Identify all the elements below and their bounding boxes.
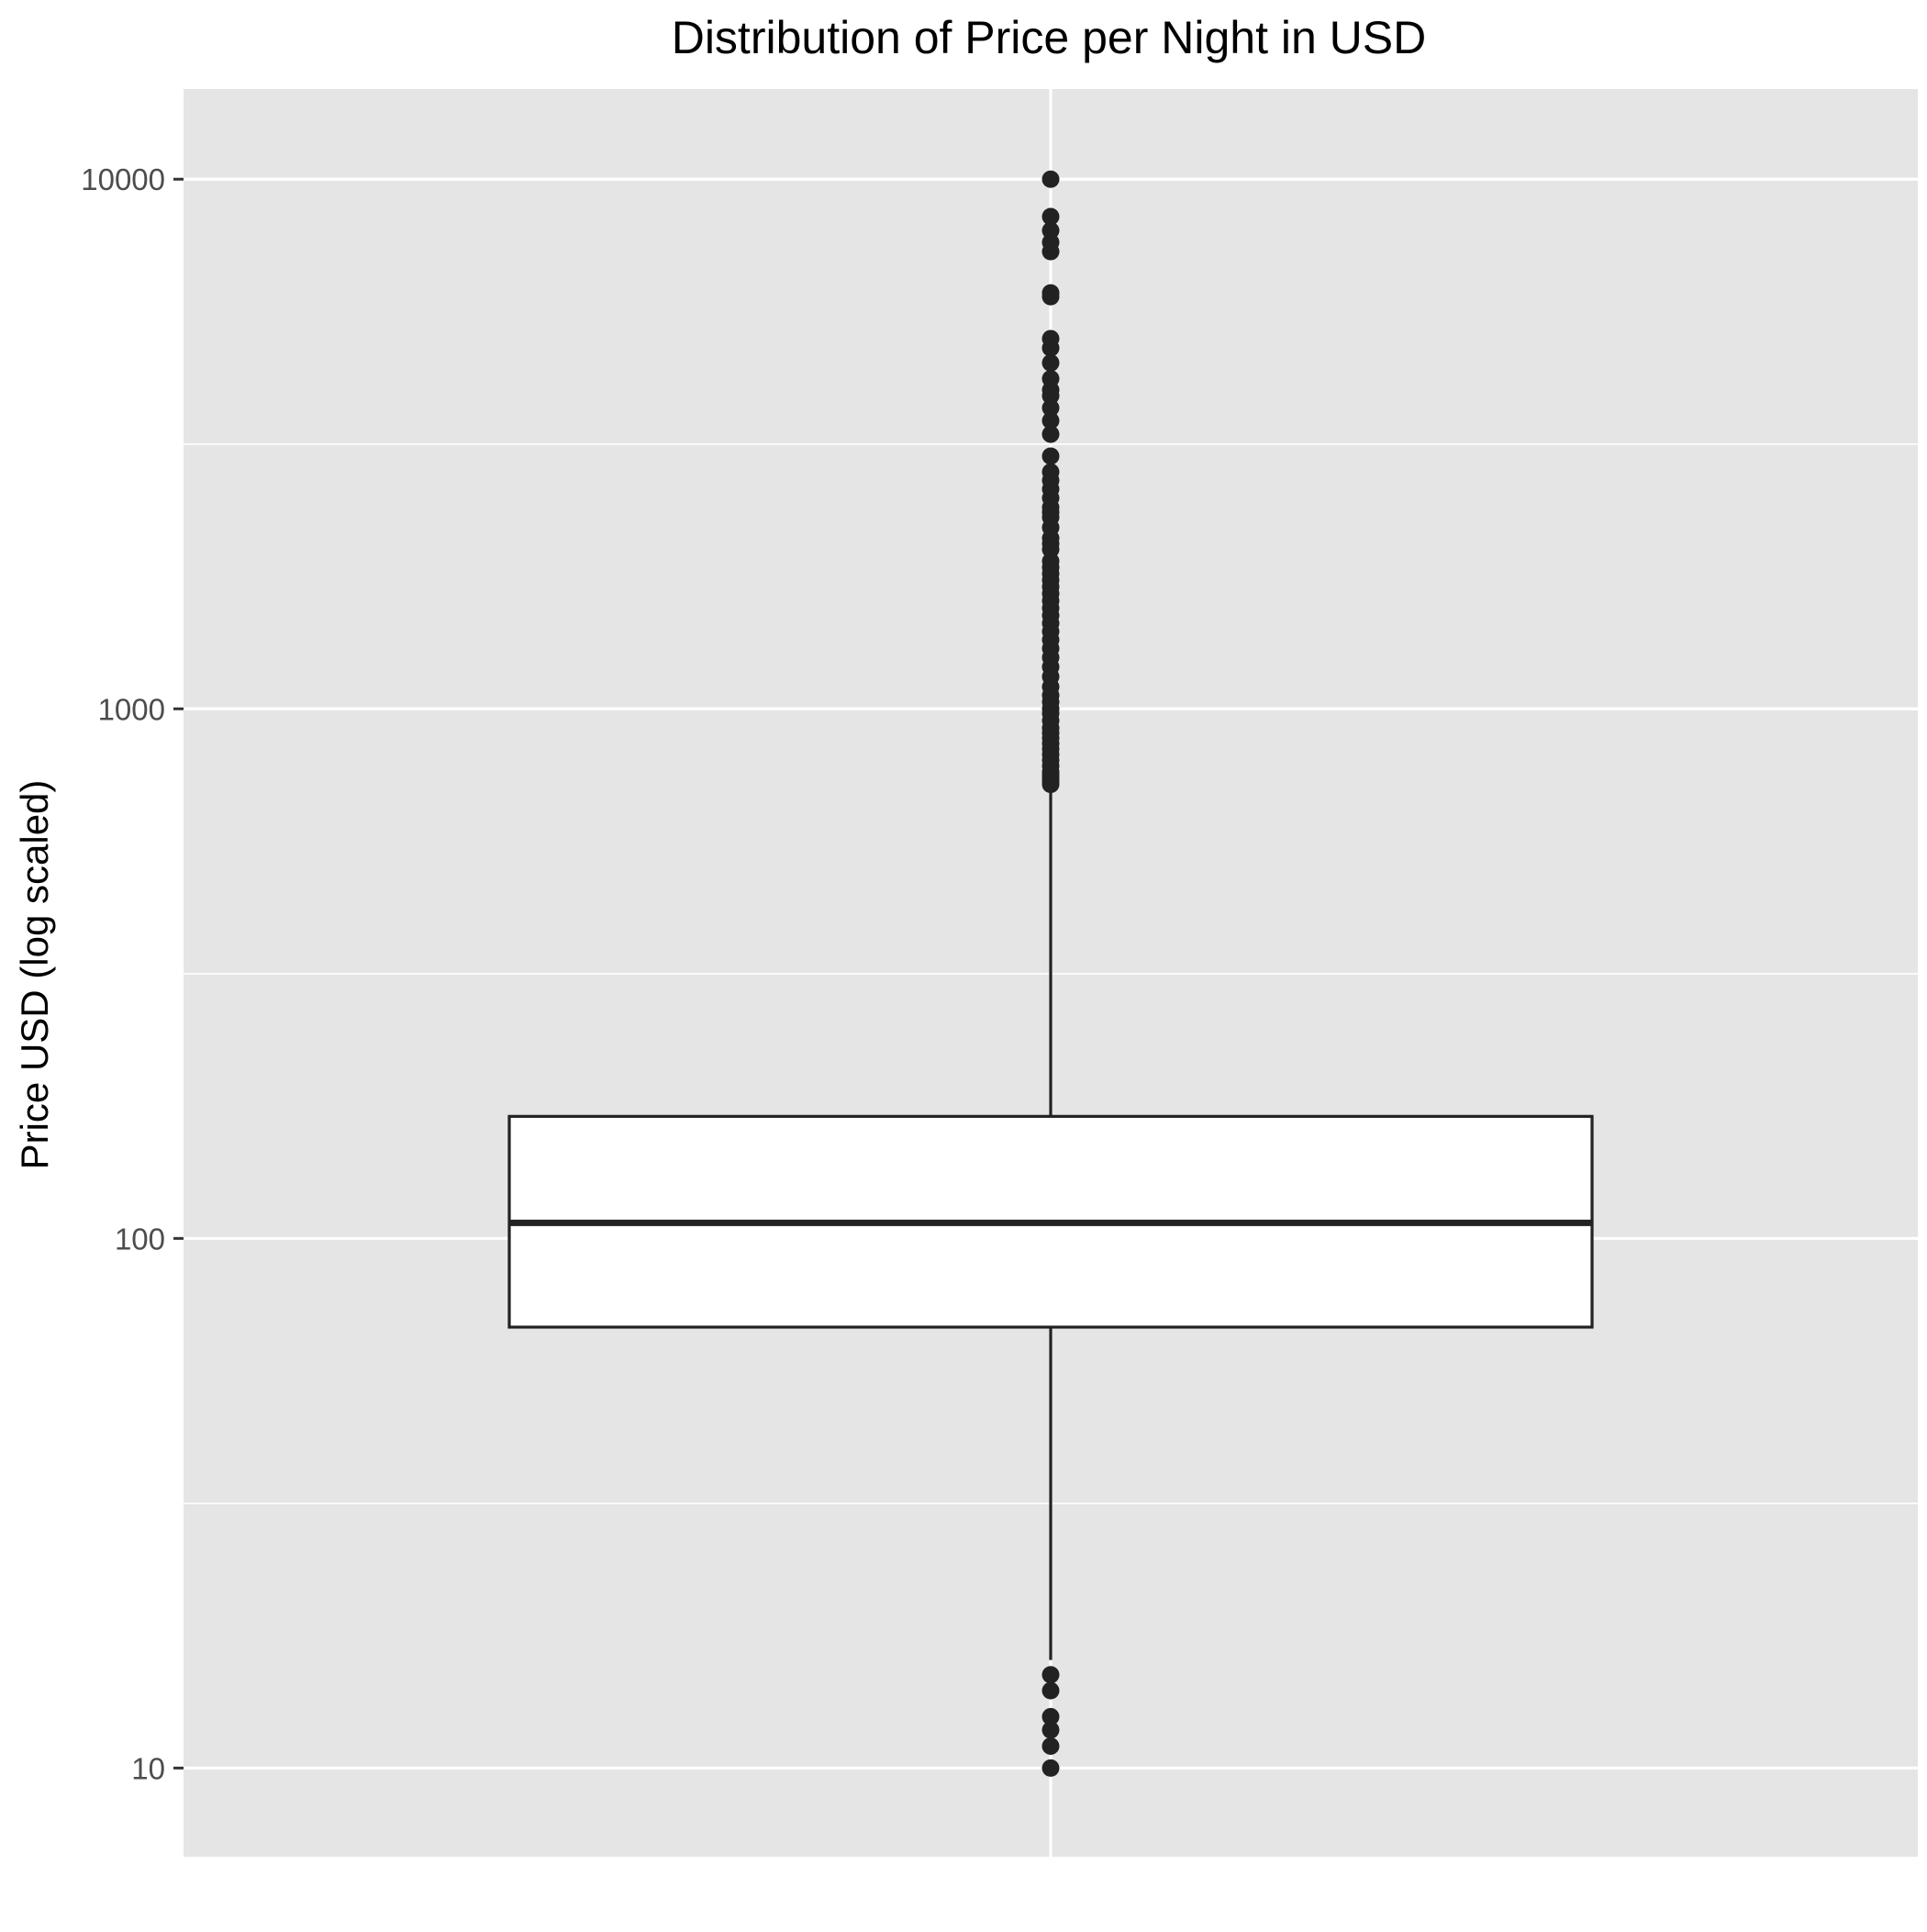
chart-title: Distribution of Price per Night in USD — [672, 12, 1427, 63]
box-plot — [507, 788, 1594, 1660]
outlier-points — [1041, 170, 1060, 1777]
y-tick-label: 1000 — [98, 692, 165, 726]
outlier-point — [1041, 1666, 1060, 1684]
outlier-point — [1041, 329, 1060, 348]
outlier-point — [1041, 353, 1060, 372]
outlier-point — [1041, 398, 1060, 417]
outlier-point — [1041, 411, 1060, 430]
y-tick-label: 10 — [131, 1751, 165, 1785]
outlier-point — [1041, 463, 1060, 481]
outlier-point — [1041, 207, 1060, 226]
outlier-point — [1041, 221, 1060, 240]
outlier-point — [1041, 370, 1060, 388]
outlier-point — [1041, 284, 1060, 302]
outlier-point — [1041, 425, 1060, 443]
y-tick-label: 100 — [115, 1222, 165, 1256]
y-tick-label: 10000 — [81, 162, 165, 196]
outlier-point — [1041, 1707, 1060, 1725]
y-axis: 10 100 1000 10000 — [81, 162, 184, 1785]
outlier-point — [1041, 1759, 1060, 1777]
outlier-point — [1041, 1681, 1060, 1700]
outlier-point — [1041, 170, 1060, 188]
outlier-point — [1041, 1721, 1060, 1739]
outlier-point — [1041, 1737, 1060, 1755]
y-axis-title: Price USD (log scaled) — [13, 780, 56, 1170]
outlier-point — [1041, 447, 1060, 465]
